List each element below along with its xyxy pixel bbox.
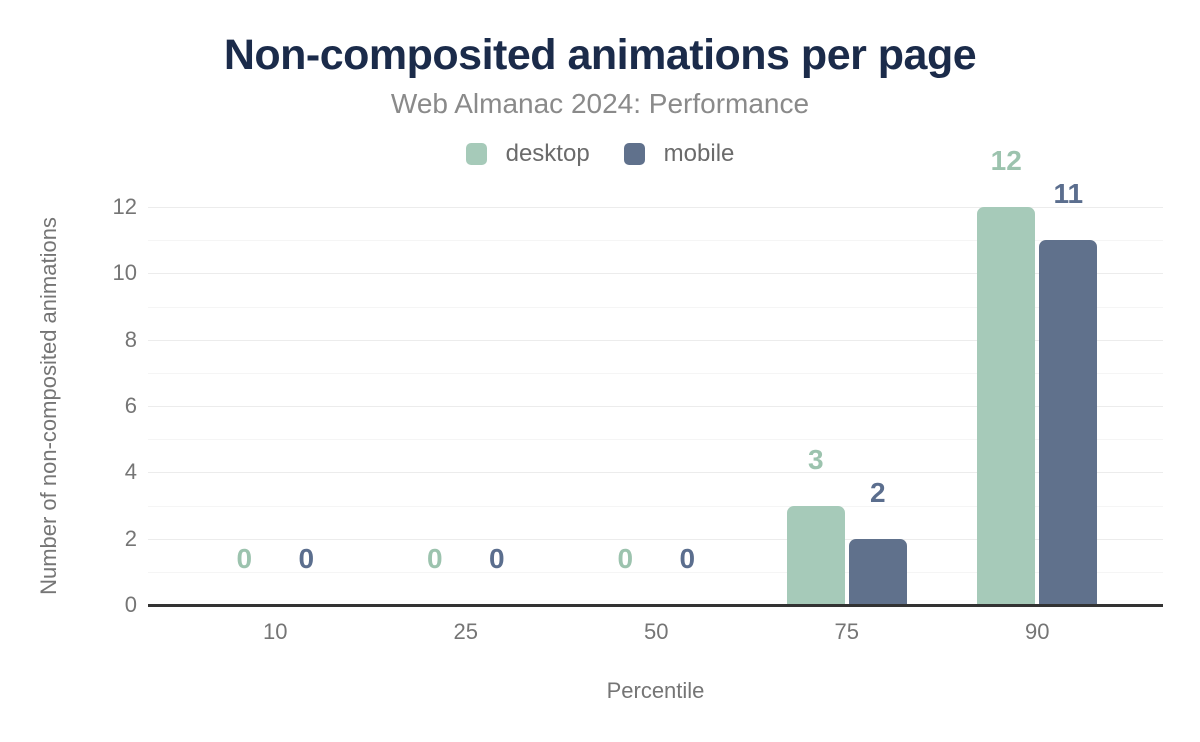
x-tick-90: 90: [1025, 619, 1050, 644]
y-tick-6: 6: [124, 393, 137, 418]
y-tick-4: 4: [124, 459, 137, 485]
y-tick-10: 10: [112, 260, 137, 286]
legend-label-desktop: desktop: [505, 140, 590, 167]
legend-item-desktop: desktop: [465, 140, 590, 168]
desktop-value-label-p75: 3: [807, 443, 824, 475]
gridline-y12: [148, 207, 1163, 208]
desktop-value-label-p10: 0: [236, 543, 253, 574]
plot-area: 0 0 0 0 0 0 3 2 12 11: [148, 145, 1163, 605]
x-tick-25: 25: [453, 619, 478, 644]
gridline-y2: [148, 538, 1163, 540]
legend-label-mobile: mobile: [663, 140, 735, 167]
gridline-y10: [148, 273, 1163, 275]
gridline-y9: [148, 306, 1163, 308]
chart-title: Non-composited animations per page: [223, 31, 977, 79]
gridline-y8: [148, 339, 1163, 341]
y-tick-8: 8: [124, 326, 137, 352]
gridline-y6: [148, 406, 1163, 407]
mobile-bar-p75[interactable]: [848, 538, 907, 605]
mobile-value-label-p10: 0: [298, 543, 315, 574]
desktop-value-label-p25: 0: [426, 543, 443, 574]
gridline-y4: [148, 472, 1163, 474]
gridline-y7: [148, 372, 1163, 374]
desktop-value-label-p50: 0: [617, 543, 634, 574]
desktop-value-label-p90: 12: [990, 145, 1022, 176]
y-axis-title: Number of non-composited animations: [36, 217, 61, 595]
mobile-value-label-p25: 0: [488, 543, 505, 574]
mobile-value-label-p50: 0: [679, 543, 696, 574]
y-tick-0: 0: [124, 592, 137, 617]
y-tick-12: 12: [112, 194, 137, 219]
desktop-bar-p75[interactable]: [786, 505, 845, 605]
x-axis-title: Percentile: [606, 678, 705, 703]
mobile-value-label-p90: 11: [1053, 178, 1084, 210]
legend: desktop mobile: [0, 140, 1200, 168]
gridline-y5: [148, 439, 1163, 441]
x-axis-line: [148, 604, 1163, 607]
x-tick-75: 75: [834, 619, 859, 644]
mobile-value-label-p75: 2: [869, 476, 886, 508]
legend-item-mobile: mobile: [623, 140, 735, 168]
y-tick-2: 2: [124, 525, 137, 551]
gridline-y11: [148, 240, 1163, 242]
x-tick-10: 10: [263, 619, 288, 644]
x-tick-50: 50: [644, 619, 669, 644]
desktop-bar-p90[interactable]: [977, 207, 1036, 605]
mobile-bar-p90[interactable]: [1039, 240, 1098, 605]
mobile-swatch-icon: [623, 143, 645, 165]
desktop-swatch-icon: [465, 143, 487, 165]
chart-subtitle: Web Almanac 2024: Performance: [390, 88, 810, 119]
gridline-y3: [148, 505, 1163, 507]
gridline-y1: [148, 571, 1163, 573]
